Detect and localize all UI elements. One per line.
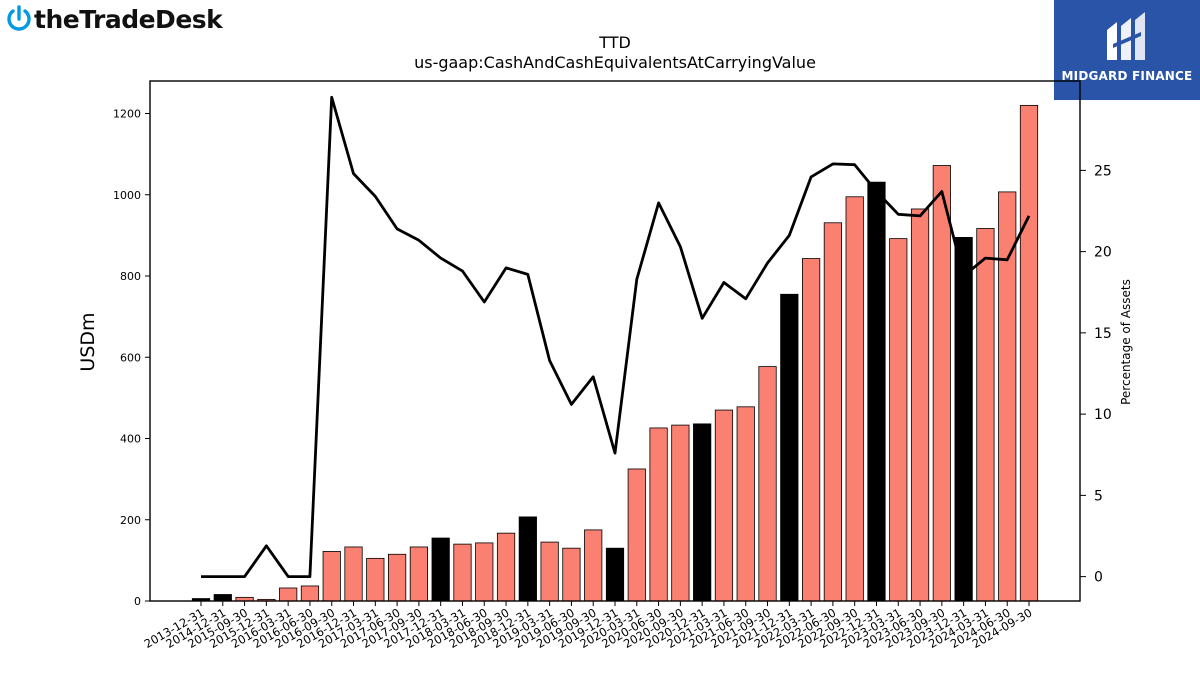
bar-2018-12-31 (518, 516, 537, 602)
y2-tick-label: 0 (1094, 570, 1103, 586)
bar-2016-03-31 (279, 587, 298, 602)
bar-2021-12-31 (780, 293, 799, 602)
chart-title: TTD (598, 33, 631, 52)
bar-2020-09-30 (671, 424, 690, 602)
bar-2023-09-30 (932, 165, 951, 602)
bar-2020-12-31 (693, 423, 712, 602)
midgard-logo-text: MIDGARD FINANCE (1061, 69, 1193, 83)
bar-2017-03-31 (366, 557, 385, 602)
bar-2021-03-31 (714, 409, 734, 602)
midgard-logo: MIDGARD FINANCE (1054, 0, 1200, 100)
tradedesk-logo-text: theTradeDesk (34, 4, 223, 34)
y2-tick-label: 25 (1094, 163, 1112, 179)
bar-2017-12-31 (431, 537, 450, 602)
y2-tick-label: 10 (1094, 407, 1112, 423)
bar-2022-09-30 (845, 196, 864, 602)
bar-2019-06-30 (562, 547, 581, 602)
bar-2021-09-30 (758, 366, 777, 602)
bar-2019-09-30 (584, 529, 603, 602)
bar-2016-12-31 (344, 546, 363, 602)
y-tick-label: 0 (134, 595, 141, 608)
y-tick-label: 600 (120, 351, 141, 364)
bar-2018-09-30 (496, 532, 516, 602)
axes: 02004006008001000120005101520252013-12-3… (113, 80, 1112, 651)
bar-2023-03-31 (889, 238, 908, 602)
bar-2022-06-30 (823, 222, 842, 602)
bar-2018-03-31 (453, 543, 472, 602)
tradedesk-logo: theTradeDesk (4, 2, 223, 36)
y2-tick-label: 5 (1094, 488, 1103, 504)
bar-2024-03-31 (976, 228, 995, 602)
bar-2021-06-30 (736, 406, 755, 602)
midgard-m-icon (1107, 12, 1145, 60)
percentage-line (201, 95, 1031, 578)
bar-2023-06-30 (910, 208, 930, 602)
bar-2022-03-31 (802, 258, 821, 602)
bar-series (191, 104, 1039, 602)
bar-2016-06-30 (300, 585, 320, 602)
bar-2024-06-30 (998, 191, 1017, 602)
bar-2020-06-30 (649, 427, 668, 602)
power-icon (7, 5, 31, 31)
bar-2024-09-30 (1019, 104, 1039, 602)
y-tick-label: 200 (120, 514, 141, 527)
bar-2017-09-30 (409, 546, 428, 602)
y-axis-label: USDm (77, 312, 99, 371)
bar-2019-03-31 (540, 541, 559, 602)
bar-2016-09-30 (322, 551, 341, 602)
bar-2017-06-30 (388, 553, 407, 602)
bar-2020-03-31 (627, 468, 646, 602)
bar-2022-12-31 (867, 181, 886, 602)
y2-tick-label: 15 (1094, 326, 1112, 342)
y2-axis-label: Percentage of Assets (1119, 279, 1133, 405)
chart-subtitle: us-gaap:CashAndCashEquivalentsAtCarrying… (414, 53, 816, 72)
y-tick-label: 1200 (113, 108, 141, 121)
bar-2018-06-30 (475, 542, 494, 602)
y-tick-label: 400 (120, 433, 141, 446)
line-series (201, 95, 1031, 578)
bar-2019-12-31 (605, 547, 625, 602)
bar-2014-12-31 (213, 594, 232, 602)
bar-2023-12-31 (954, 237, 973, 602)
y-tick-label: 1000 (113, 189, 141, 202)
y-tick-label: 800 (120, 270, 141, 283)
y2-tick-label: 20 (1094, 245, 1112, 261)
